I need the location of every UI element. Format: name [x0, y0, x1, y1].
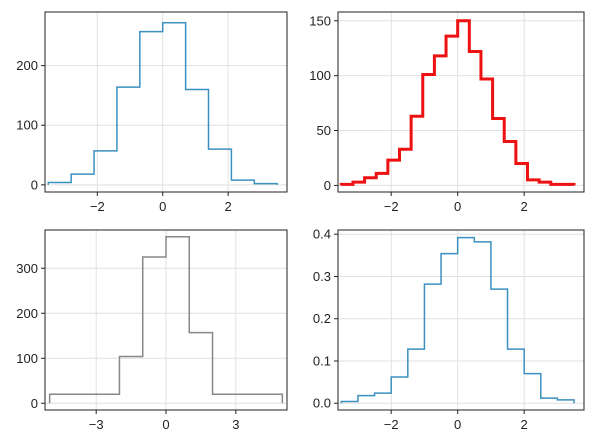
x-tick-label: 0 — [162, 417, 169, 432]
y-tick-label: 0 — [31, 396, 38, 411]
x-tick-label: 2 — [521, 417, 528, 432]
x-tick-label: 0 — [454, 199, 461, 214]
x-tick-label: −2 — [90, 199, 105, 214]
y-tick-label: 0 — [31, 177, 38, 192]
subplot-4: −2 0 2 0.0 0.1 0.2 0.3 0.4 — [313, 227, 585, 432]
subplot-1: −2 0 2 0 100 200 — [16, 11, 288, 214]
y-tick-label: 300 — [16, 261, 38, 276]
x-tick-label: −2 — [384, 199, 399, 214]
y-tick-label: 0.0 — [313, 396, 331, 411]
x-tick-label: 0 — [454, 417, 461, 432]
y-tick-label: 0.2 — [313, 311, 331, 326]
subplot-3: −3 0 3 0 100 200 300 — [16, 229, 288, 432]
axes-frame — [337, 229, 585, 411]
x-tick-label: 0 — [159, 199, 166, 214]
x-tick-label: −3 — [89, 417, 104, 432]
histogram-steps — [48, 236, 284, 404]
y-tick-label: 200 — [16, 58, 38, 73]
y-tick-label: 0.4 — [313, 227, 331, 242]
y-tick-label: 150 — [309, 13, 331, 28]
x-tick-label: 2 — [521, 199, 528, 214]
histogram-steps — [47, 21, 278, 185]
x-tick-label: 3 — [232, 417, 239, 432]
y-tick-label: 50 — [317, 123, 331, 138]
y-tick-label: 0.1 — [313, 353, 331, 368]
histogram-steps — [340, 236, 575, 404]
y-tick-label: 100 — [309, 68, 331, 83]
subplot-2: −2 0 2 0 50 100 150 — [309, 11, 585, 214]
x-tick-label: 2 — [225, 199, 232, 214]
y-tick-label: 100 — [16, 351, 38, 366]
y-tick-label: 100 — [16, 118, 38, 133]
y-tick-label: 0 — [324, 178, 331, 193]
histogram-steps — [339, 19, 576, 186]
y-tick-label: 200 — [16, 306, 38, 321]
x-tick-label: −2 — [384, 417, 399, 432]
axes-frame — [337, 11, 585, 193]
axes-frame — [44, 11, 288, 193]
y-tick-label: 0.3 — [313, 269, 331, 284]
